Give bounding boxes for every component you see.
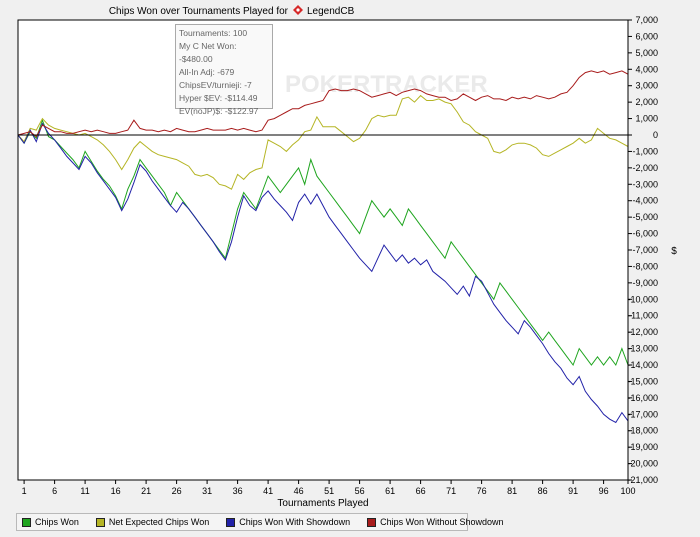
x-tick-label: 21 [141,486,151,496]
x-tick-label: 81 [507,486,517,496]
legend-swatch [95,517,105,527]
x-tick-label: 71 [446,486,456,496]
y-tick-label: 2,000 [635,97,658,107]
y-tick-label: 5,000 [635,48,658,58]
stat-ev-nojp: EV(noJP)$: -$122.97 [179,106,259,116]
x-tick-label: 56 [355,486,365,496]
y-tick-label: -21,000 [627,475,658,485]
y-axis-title: $ [671,246,677,257]
y-tick-label: 6,000 [635,31,658,41]
poker-icon [293,5,303,15]
stat-net-won: My C Net Won: -$480.00 [179,41,237,64]
x-tick-label: 16 [111,486,121,496]
y-tick-label: -20,000 [627,459,658,469]
y-tick-label: -13,000 [627,344,658,354]
x-tick-label: 6 [52,486,57,496]
y-tick-label: -18,000 [627,426,658,436]
y-tick-label: -3,000 [632,179,658,189]
x-tick-label: 51 [324,486,334,496]
y-tick-label: -1,000 [632,146,658,156]
x-axis-title: Tournaments Played [277,498,368,509]
y-tick-label: 7,000 [635,15,658,25]
legend-label: Chips Won Without Showdown [380,517,504,527]
y-tick-label: -8,000 [632,261,658,271]
y-tick-label: 1,000 [635,114,658,124]
y-tick-label: -6,000 [632,229,658,239]
y-tick-label: -10,000 [627,294,658,304]
x-tick-label: 96 [599,486,609,496]
watermark: POKERTRACKER [285,71,488,98]
x-tick-label: 41 [263,486,273,496]
x-tick-label: 31 [202,486,212,496]
series-line-chips-won-with-showdown [17,122,629,424]
x-tick-label: 1 [22,486,27,496]
y-tick-label: 3,000 [635,81,658,91]
y-tick-label: 0 [653,130,658,140]
series-line-chips-won-without-showdown [17,70,629,138]
x-tick-label: 66 [416,486,426,496]
legend-swatch [226,517,236,527]
legend-label: Net Expected Chips Won [108,517,210,527]
legend-swatch [367,517,377,527]
stat-hyper-sev: Hyper $EV: -$114.49 [179,93,258,103]
legend-item-without-showdown[interactable]: Chips Won Without Showdown [367,517,504,527]
y-tick-label: -14,000 [627,360,658,370]
x-tick-label: 76 [477,486,487,496]
x-axis: 1 6 11 16 21 26 31 36 41 46 51 56 61 66 71 76 81 86 91 96 10… [22,480,636,496]
y-tick-label: -12,000 [627,327,658,337]
y-tick-label: -17,000 [627,409,658,419]
y-axis: 7,000 6,000 5,000 4,000 3,000 2,000 1,000 0 -1,0… [627,15,658,485]
y-tick-label: 4,000 [635,64,658,74]
plot-background [18,20,628,480]
x-tick-label: 61 [385,486,395,496]
series-line-net-expected-chips-won [17,94,629,190]
legend-label: Chips Won With Showdown [239,517,351,527]
legend-item-net-expected[interactable]: Net Expected Chips Won [95,517,210,527]
legend-item-chips-won[interactable]: Chips Won [22,517,79,527]
legend-item-with-showdown[interactable]: Chips Won With Showdown [226,517,350,527]
series-line-chips-won [17,118,629,367]
x-tick-label: 46 [294,486,304,496]
stat-chipsev: ChipsEV/turnieji: -7 [179,80,252,90]
stats-infobox: Tournaments: 100 My C Net Won: -$480.00 … [175,24,273,116]
stat-allin-adj: All-In Adj: -679 [179,67,235,77]
series-layer [17,70,629,424]
y-tick-label: -15,000 [627,376,658,386]
y-tick-label: -16,000 [627,393,658,403]
y-tick-label: -19,000 [627,442,658,452]
x-tick-label: 26 [172,486,182,496]
stat-tournaments: Tournaments: 100 [179,28,248,38]
player-name: LegendCB [307,6,355,17]
x-tick-label: 86 [538,486,548,496]
y-tick-label: -2,000 [632,163,658,173]
y-tick-label: -5,000 [632,212,658,222]
legend-label: Chips Won [35,517,79,527]
x-tick-label: 100 [620,486,635,496]
legend: Chips Won Net Expected Chips Won Chips W… [16,513,504,531]
y-tick-label: -4,000 [632,196,658,206]
y-tick-label: -11,000 [628,311,658,321]
x-tick-label: 91 [568,486,578,496]
x-tick-label: 11 [80,486,89,496]
x-tick-label: 36 [233,486,243,496]
y-tick-label: -9,000 [632,278,658,288]
chart-title: Chips Won over Tournaments Played for [109,6,289,17]
y-tick-label: -7,000 [632,245,658,255]
legend-swatch [22,517,31,527]
